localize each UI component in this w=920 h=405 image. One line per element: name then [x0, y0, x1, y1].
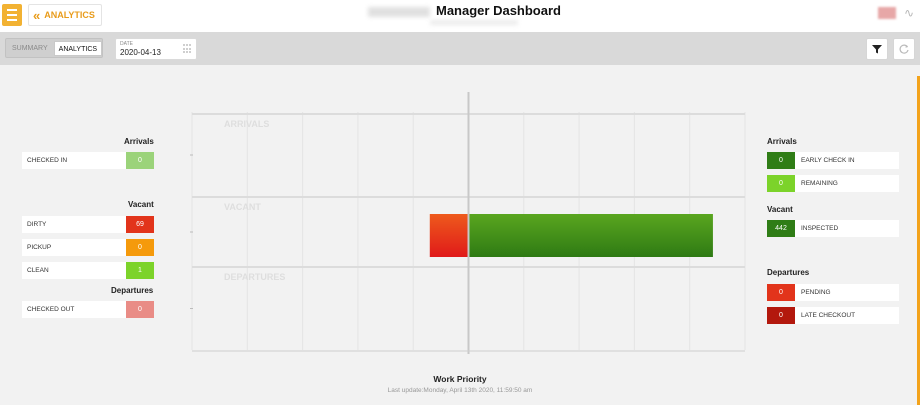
stat-pickup[interactable]: PICKUP 0 [22, 239, 154, 256]
top-bar: « ANALYTICS Manager Dashboard ∿ [0, 0, 920, 32]
category-label: VACANT [224, 202, 261, 212]
stat-inspected[interactable]: 442 INSPECTED [767, 220, 899, 237]
date-label: DATE [120, 41, 133, 47]
stat-label: PICKUP [27, 244, 52, 251]
stat-value: 0 [767, 175, 795, 192]
stat-label: EARLY CHECK IN [801, 157, 855, 164]
stat-value: 0 [767, 152, 795, 169]
left-vacant-heading: Vacant [128, 200, 154, 209]
view-toggle: SUMMARY ANALYTICS [5, 38, 103, 58]
stat-early-check-in[interactable]: 0 EARLY CHECK IN [767, 152, 899, 169]
stat-late-checkout[interactable]: 0 LATE CHECKOUT [767, 307, 899, 324]
tab-summary[interactable]: SUMMARY [12, 44, 48, 52]
avatar[interactable] [878, 7, 896, 19]
calendar-grid-icon [183, 44, 193, 54]
right-arrivals-heading: Arrivals [767, 137, 797, 146]
refresh-icon [899, 44, 909, 54]
bar-vacant-negative [429, 214, 468, 257]
refresh-button[interactable] [893, 38, 915, 60]
stat-pending[interactable]: 0 PENDING [767, 284, 899, 301]
scrollbar[interactable] [917, 76, 920, 405]
activity-icon[interactable]: ∿ [903, 6, 915, 20]
filter-button[interactable] [866, 38, 888, 60]
filter-icon [872, 45, 882, 54]
back-button[interactable]: « ANALYTICS [28, 4, 102, 26]
double-chevron-left-icon: « [33, 7, 40, 23]
work-priority-chart: ARRIVALSVACANTDEPARTURES5004003002001001… [187, 92, 755, 366]
stat-label: LATE CHECKOUT [801, 312, 856, 319]
stat-dirty[interactable]: DIRTY 69 [22, 216, 154, 233]
chart-svg: ARRIVALSVACANTDEPARTURES5004003002001001… [187, 92, 751, 366]
stat-value: 0 [767, 307, 795, 324]
stat-value: 442 [767, 220, 795, 237]
right-vacant-heading: Vacant [767, 205, 793, 214]
stat-label: CHECKED OUT [27, 306, 75, 313]
stat-label: CLEAN [27, 267, 49, 274]
page-title: Manager Dashboard [436, 3, 561, 18]
date-picker[interactable]: DATE 2020-04-13 [115, 38, 197, 60]
left-arrivals-heading: Arrivals [124, 137, 154, 146]
stat-value: 0 [767, 284, 795, 301]
stat-value: 69 [126, 216, 154, 233]
toolbar: SUMMARY ANALYTICS DATE 2020-04-13 [0, 32, 920, 65]
stat-remaining[interactable]: 0 REMAINING [767, 175, 899, 192]
redacted-subtitle [430, 20, 518, 25]
header-right-icons: ∿ [878, 6, 916, 20]
redacted-hotel-name [368, 7, 430, 17]
stat-label: CHECKED IN [27, 157, 68, 164]
stat-value: 1 [126, 262, 154, 279]
stat-value: 0 [126, 301, 154, 318]
back-button-label: ANALYTICS [44, 10, 95, 20]
chart-title: Work Priority [433, 374, 487, 384]
stat-checked-in[interactable]: CHECKED IN 0 [22, 152, 154, 169]
stat-checked-out[interactable]: CHECKED OUT 0 [22, 301, 154, 318]
right-departures-heading: Departures [767, 268, 810, 277]
stat-label: PENDING [801, 289, 831, 296]
left-departures-heading: Departures [111, 286, 154, 295]
stat-value: 0 [126, 239, 154, 256]
stat-label: DIRTY [27, 221, 47, 228]
bar-vacant-positive [469, 214, 713, 257]
stat-label: REMAINING [801, 180, 838, 187]
stat-clean[interactable]: CLEAN 1 [22, 262, 154, 279]
category-label: DEPARTURES [224, 272, 285, 282]
stat-value: 0 [126, 152, 154, 169]
tab-analytics[interactable]: ANALYTICS [53, 40, 103, 56]
chart-subtitle: Last update:Monday, April 13th 2020, 11:… [387, 387, 533, 394]
category-label: ARRIVALS [224, 119, 269, 129]
stat-label: INSPECTED [801, 225, 839, 232]
hamburger-menu-icon[interactable] [2, 4, 22, 26]
date-value: 2020-04-13 [120, 48, 161, 57]
